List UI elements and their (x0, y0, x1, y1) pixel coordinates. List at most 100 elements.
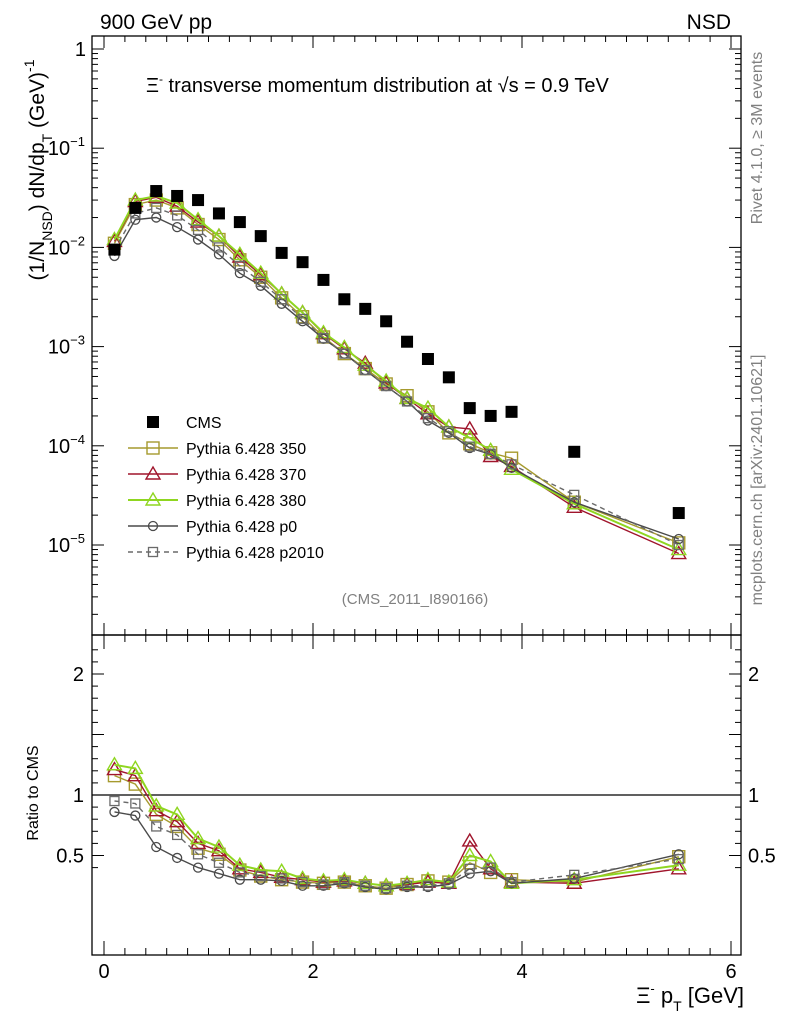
data-point-p0 (234, 268, 246, 279)
data-point-p0 (130, 214, 141, 225)
ratio-line-p0 (114, 811, 679, 891)
legend-label: Pythia 6.428 370 (186, 467, 306, 484)
plot-title: Ξ- transverse momentum distribution at √… (146, 72, 609, 97)
x-tick-label: 6 (725, 961, 736, 983)
ratio-point-p0 (213, 868, 225, 879)
data-point-p380 (294, 304, 311, 319)
ratio-point-p370 (461, 832, 478, 847)
ratio-point-p380 (106, 756, 123, 771)
ratio-point-p370 (566, 874, 583, 890)
data-point-cms (296, 256, 309, 269)
ratio-line-p2010 (114, 800, 679, 889)
x-tick-label: 4 (516, 961, 527, 983)
ratio-point-p2010 (569, 869, 580, 881)
data-point-p2010 (192, 224, 204, 236)
ratio-point-p2010 (318, 879, 329, 890)
data-point-p0 (171, 222, 183, 233)
data-point-p370 (252, 266, 269, 281)
y-tick-label: 10−4 (48, 432, 85, 458)
data-point-cms (401, 335, 414, 348)
ratio-point-p380 (461, 847, 478, 862)
data-point-p2010 (673, 539, 684, 551)
main-axes: 1 10−1 10−2 10−3 10−4 10−5 (48, 36, 741, 635)
data-point-cms (129, 201, 142, 214)
ratio-point-p380 (148, 797, 165, 812)
legend-label: Pythia 6.428 350 (186, 441, 306, 458)
data-point-p2010 (401, 396, 413, 407)
data-point-p2010 (255, 276, 266, 287)
ratio-series-p2010 (109, 795, 684, 894)
data-point-p0 (673, 533, 684, 545)
ratio-point-p2010 (485, 862, 496, 873)
ratio-point-p380 (168, 805, 186, 821)
ratio-point-p0 (192, 862, 204, 873)
legend-marker-p2010 (147, 546, 159, 558)
ratio-point-p2010 (422, 880, 434, 891)
x-tick-label: 0 (98, 961, 109, 983)
data-point-p380 (231, 246, 249, 261)
ratio-axes: 0 2 4 6 0.5 0.5 1 1 2 2 (56, 635, 776, 983)
data-point-cms (233, 216, 246, 229)
analysis-watermark: (CMS_2011_I890166) (342, 591, 488, 608)
rivet-label: Rivet 4.1.0, ≥ 3M events (749, 52, 766, 224)
ratio-point-p2010 (151, 821, 162, 832)
header-right: NSD (687, 11, 731, 34)
ratio-point-p2010 (276, 873, 287, 884)
data-point-p2010 (464, 441, 475, 452)
data-point-p380 (210, 227, 228, 242)
main-series-layer (106, 185, 687, 560)
data-point-p2010 (339, 348, 350, 359)
ratio-point-p380 (398, 874, 416, 890)
ratio-point-p0 (234, 874, 246, 885)
data-point-cms (672, 507, 685, 520)
data-point-p2010 (422, 412, 434, 424)
ratio-point-p2010 (401, 880, 413, 891)
data-point-cms (338, 293, 351, 306)
series-line-p350 (113, 199, 680, 544)
ratio-point-p2010 (297, 876, 308, 888)
series-cms (108, 185, 685, 520)
legend-label: Pythia 6.428 p0 (186, 519, 297, 536)
data-point-p370 (461, 420, 478, 435)
data-point-p0 (213, 249, 225, 260)
data-point-p370 (670, 545, 687, 560)
legend-label: Pythia 6.428 p2010 (186, 545, 324, 562)
series-line-p2010 (113, 207, 680, 546)
data-point-cms (254, 230, 267, 243)
legend-marker-p350 (146, 441, 160, 455)
legend-marker-p380 (144, 491, 162, 506)
data-point-p380 (252, 264, 269, 279)
ratio-point-p370 (148, 802, 165, 817)
data-point-p2010 (569, 489, 580, 501)
ratio-point-p380 (336, 871, 353, 886)
data-point-cms (171, 189, 184, 202)
data-point-p2010 (276, 294, 287, 305)
ratio-point-p0 (130, 810, 141, 821)
data-point-cms (380, 315, 393, 328)
data-point-p2010 (297, 313, 308, 325)
data-point-p380 (336, 339, 353, 354)
ratio-point-p2010 (673, 853, 684, 865)
ratio-point-p2010 (360, 880, 371, 891)
data-point-p380 (189, 211, 207, 226)
x-axis-label: Ξ- pT [GeV] (636, 981, 744, 1014)
data-point-p2010 (485, 448, 496, 459)
data-point-p380 (315, 324, 332, 339)
ratio-point-p2010 (234, 867, 246, 878)
data-point-cms (484, 409, 497, 422)
data-point-p2010 (318, 332, 329, 344)
ratio-y-tick-label-right: 0.5 (748, 846, 776, 868)
data-point-p2010 (213, 242, 225, 253)
ratio-point-p380 (189, 830, 207, 845)
data-point-cms (150, 185, 163, 198)
ratio-point-p2010 (443, 878, 455, 889)
data-point-p2010 (234, 260, 246, 272)
ratio-point-p2010 (109, 795, 120, 807)
series-p2010 (109, 202, 684, 551)
ratio-y-tick-label-right: 2 (748, 664, 759, 686)
series-line-p380 (113, 194, 680, 551)
ratio-point-p0 (109, 806, 120, 818)
ratio-point-p370 (168, 813, 186, 828)
data-point-p2010 (151, 202, 162, 214)
